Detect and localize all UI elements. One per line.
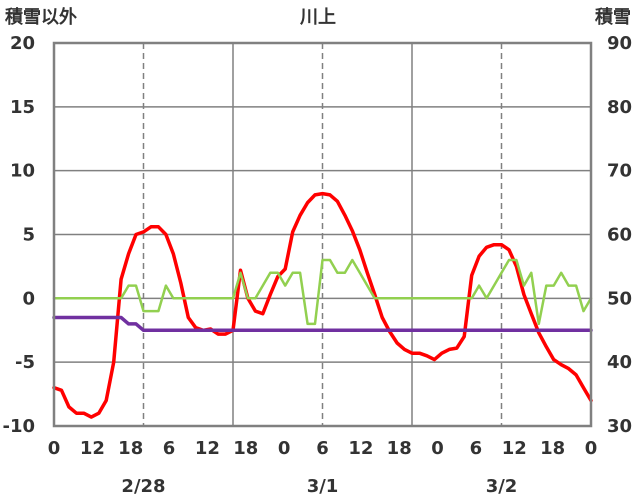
y-tick-right: 30 <box>607 416 632 437</box>
x-tick-label: 12 <box>502 438 527 459</box>
y-tick-right: 50 <box>607 288 632 309</box>
y-tick-left: 15 <box>10 97 35 118</box>
y-tick-left: -10 <box>2 416 35 437</box>
right-axis-title: 積雪 <box>594 6 631 28</box>
chart-title: 川上 <box>299 7 336 28</box>
x-tick-label: 0 <box>585 438 598 459</box>
y-tick-right: 60 <box>607 225 632 246</box>
x-tick-label: 6 <box>163 438 176 459</box>
series-line-1 <box>52 191 593 419</box>
date-label: 2/28 <box>121 476 165 497</box>
x-tick-label: 18 <box>118 438 143 459</box>
gridlines <box>54 43 591 426</box>
x-tick-label: 0 <box>278 438 291 459</box>
y-tick-left: 0 <box>22 288 35 309</box>
date-label: 3/1 <box>307 476 339 497</box>
x-tick-label: 12 <box>80 438 105 459</box>
x-tick-label: 6 <box>316 438 329 459</box>
x-tick-label: 12 <box>348 438 373 459</box>
series-line-3 <box>52 315 593 333</box>
y-tick-left: -5 <box>15 352 35 373</box>
series-line-2 <box>52 258 593 326</box>
y-tick-right: 70 <box>607 161 632 182</box>
left-axis-title: 積雪以外 <box>4 6 77 28</box>
x-tick-label: 18 <box>233 438 258 459</box>
y-tick-right: 80 <box>607 97 632 118</box>
y-tick-left: 5 <box>22 225 35 246</box>
y-tick-left: 10 <box>10 161 35 182</box>
y-tick-right: 90 <box>607 33 632 54</box>
plot-frame <box>52 41 593 428</box>
x-tick-label: 18 <box>387 438 412 459</box>
x-tick-label: 0 <box>48 438 61 459</box>
x-tick-label: 12 <box>195 438 220 459</box>
x-tick-label: 18 <box>540 438 565 459</box>
x-tick-label: 6 <box>470 438 483 459</box>
date-label: 3/2 <box>486 476 518 497</box>
x-tick-label: 0 <box>431 438 444 459</box>
y-tick-left: 20 <box>10 33 35 54</box>
series-layer <box>52 191 593 419</box>
y-tick-right: 40 <box>607 352 632 373</box>
